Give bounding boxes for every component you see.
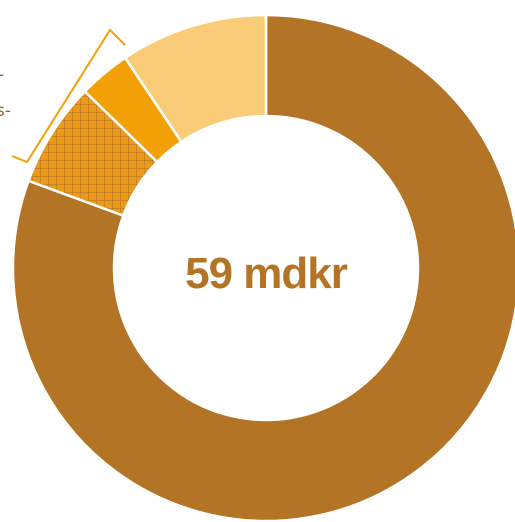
donut-slices [11, 13, 515, 522]
bracket-annotation [11, 28, 126, 164]
center-label: 59 mdkr [185, 249, 348, 298]
cut-label-1: - [0, 65, 4, 85]
donut-slice-4 [123, 13, 268, 144]
donut-slice-1 [11, 13, 515, 522]
cut-label-2: s- [0, 101, 11, 121]
